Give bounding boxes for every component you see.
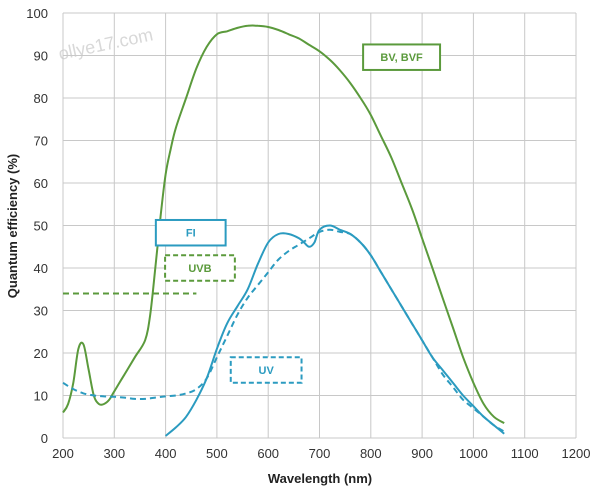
y-tick-label: 90 [34, 49, 48, 64]
x-tick-label: 600 [257, 446, 279, 461]
x-tick-label: 200 [52, 446, 74, 461]
x-axis-title: Wavelength (nm) [268, 471, 372, 486]
grid [62, 12, 577, 439]
y-tick-label: 20 [34, 346, 48, 361]
x-tick-label: 1000 [459, 446, 488, 461]
x-tick-label: 1200 [562, 446, 591, 461]
annotation-label: FI [186, 228, 196, 240]
annotation-box [164, 254, 236, 282]
y-tick-label: 40 [34, 261, 48, 276]
y-tick-label: 30 [34, 304, 48, 319]
annotation-box [229, 356, 303, 384]
y-tick-label: 70 [34, 134, 48, 149]
y-axis-title: Quantum efficiency (%) [5, 154, 20, 298]
y-tick-label: 80 [34, 91, 48, 106]
x-tick-label: 800 [360, 446, 382, 461]
watermark: ollye17.com [57, 24, 155, 64]
x-tick-label: 900 [411, 446, 433, 461]
annotation-label: BV, BVF [380, 52, 423, 64]
annotation-box [154, 218, 227, 247]
series-line-fi [164, 224, 505, 437]
annotation-boxes: BV, BVF FI UVB UV [154, 43, 442, 384]
annotation-label: UVB [188, 263, 211, 275]
annotation-bv-bvf: BV, BVF [362, 43, 442, 71]
y-tick-label: 50 [34, 219, 48, 234]
series-line-uv [62, 228, 505, 433]
x-tick-label: 700 [309, 446, 331, 461]
x-tick-label: 1100 [511, 446, 539, 461]
x-tick-label: 500 [206, 446, 228, 461]
y-tick-labels: 0 10 20 30 40 50 60 70 80 90 100 [26, 6, 48, 446]
annotation-box [362, 43, 442, 71]
annotation-uvb: UVB [164, 254, 236, 282]
annotation-uv: UV [229, 356, 303, 384]
series-lines [62, 24, 505, 437]
annotation-fi: FI [154, 218, 227, 247]
annotation-label: UV [259, 365, 275, 377]
y-tick-label: 100 [26, 6, 48, 21]
x-tick-labels: 200 300 400 500 600 700 800 900 1000 1100 1200 [52, 446, 590, 461]
series-line-bv-bvf [62, 24, 505, 424]
x-tick-label: 400 [155, 446, 177, 461]
x-tick-label: 300 [103, 446, 125, 461]
y-tick-label: 0 [41, 431, 48, 446]
y-tick-label: 60 [34, 176, 48, 191]
y-tick-label: 10 [34, 389, 48, 404]
